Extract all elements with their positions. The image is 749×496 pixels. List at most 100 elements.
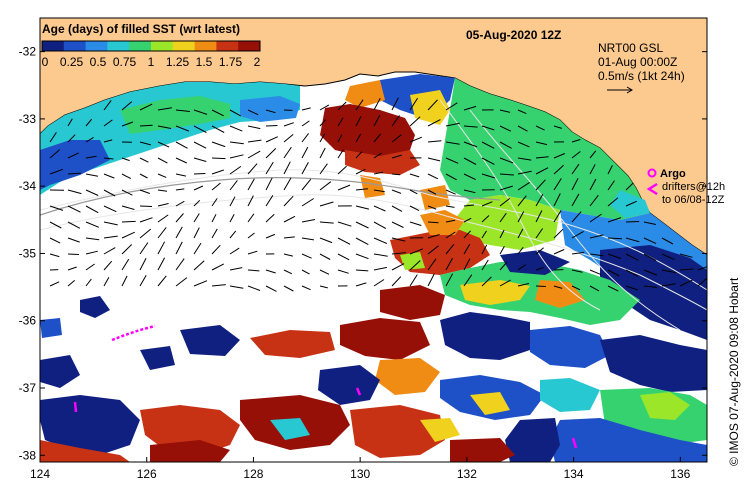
current-vector	[85, 173, 99, 177]
legend-drifters: drifters@12h	[662, 181, 725, 193]
current-vector	[409, 221, 422, 226]
current-vector	[265, 285, 277, 292]
current-vector	[355, 151, 363, 159]
current-vector	[571, 269, 583, 273]
current-vector	[229, 141, 244, 145]
current-vector	[247, 178, 255, 191]
current-vector	[247, 150, 261, 159]
colorbar-tick-label: 0	[42, 55, 49, 69]
current-vector	[211, 141, 226, 148]
current-vector	[175, 125, 190, 132]
current-vector	[193, 213, 200, 223]
colorbar-swatch	[107, 41, 130, 51]
current-vector	[211, 263, 225, 271]
current-vector	[355, 282, 367, 287]
current-vector	[139, 217, 153, 223]
current-vector	[265, 269, 276, 274]
imos-credit: © IMOS 07-Aug-2020 09:08 Hobart	[727, 277, 741, 466]
current-vector	[445, 141, 460, 145]
current-vector	[67, 189, 82, 195]
current-vector	[49, 237, 61, 244]
current-vector	[301, 146, 309, 159]
current-vector	[517, 264, 526, 271]
current-vector	[283, 236, 295, 239]
current-vector	[193, 280, 208, 287]
current-vector	[625, 221, 640, 223]
current-vector	[301, 120, 310, 127]
current-vector	[607, 180, 615, 191]
current-vector	[355, 237, 369, 246]
current-vector	[211, 214, 217, 223]
colorbar-tick-label: 0.25	[60, 55, 84, 69]
current-vector	[157, 125, 172, 129]
current-vector	[247, 285, 261, 291]
current-vector	[589, 164, 596, 175]
current-vector	[535, 141, 548, 146]
current-vector	[517, 141, 530, 148]
current-vector	[103, 157, 114, 160]
current-vector	[85, 278, 92, 287]
current-vector	[535, 156, 549, 159]
current-vectors	[49, 97, 707, 292]
colorbar-swatch	[172, 41, 196, 51]
current-vector	[319, 285, 328, 289]
current-vector	[175, 226, 183, 239]
current-vector	[427, 245, 439, 255]
current-vector	[445, 273, 454, 287]
current-vector	[517, 181, 530, 191]
current-vector	[67, 221, 81, 229]
current-vector	[355, 133, 362, 143]
current-vector	[139, 189, 150, 194]
current-vector	[103, 205, 117, 213]
current-vector	[499, 157, 514, 164]
current-vector	[157, 241, 166, 255]
current-vector	[373, 133, 382, 143]
current-vector	[157, 157, 168, 164]
sst-age-field	[40, 74, 707, 462]
current-vector	[85, 263, 95, 271]
current-vector	[229, 267, 243, 271]
current-vector	[319, 253, 331, 260]
colorbar-ticks: 0 0.25 0.5 0.75 1 1.25 1.5 1.75 2	[42, 55, 261, 69]
current-vector	[391, 205, 403, 212]
current-vector	[247, 139, 262, 143]
current-vector	[211, 244, 221, 255]
current-vector	[697, 266, 707, 271]
current-vector	[427, 205, 437, 210]
current-vector	[373, 253, 388, 257]
current-vector	[283, 285, 294, 292]
current-vector	[193, 141, 207, 149]
current-vector	[373, 266, 387, 271]
current-vector	[463, 258, 471, 271]
current-vector	[499, 125, 512, 132]
current-vector	[103, 247, 116, 255]
current-vector	[67, 205, 81, 213]
longitude-axis: 124 126 128 130 132 134 136	[30, 457, 691, 481]
current-vector	[463, 157, 477, 165]
current-vector	[319, 104, 330, 111]
current-vector	[193, 185, 204, 191]
lat-tick-label: -36	[19, 314, 37, 328]
drifter-tracks	[73, 324, 578, 449]
colorbar-tick-label: 1.25	[166, 55, 190, 69]
current-vector	[589, 269, 602, 276]
current-vector	[175, 258, 185, 271]
current-vector	[571, 285, 581, 291]
current-vector	[463, 230, 471, 239]
current-vector	[211, 182, 221, 191]
current-vector	[535, 210, 543, 223]
lat-tick-label: -34	[19, 179, 37, 193]
current-vector	[319, 163, 328, 175]
current-vector	[517, 125, 528, 132]
current-vector	[319, 201, 334, 207]
current-vector	[391, 221, 404, 228]
current-vector	[229, 154, 244, 159]
current-vector	[553, 125, 562, 129]
current-vector	[481, 125, 495, 131]
current-vector	[139, 228, 152, 239]
current-vector	[409, 274, 418, 287]
current-vector	[553, 164, 564, 175]
current-vector	[283, 195, 294, 207]
current-vector	[517, 228, 524, 239]
